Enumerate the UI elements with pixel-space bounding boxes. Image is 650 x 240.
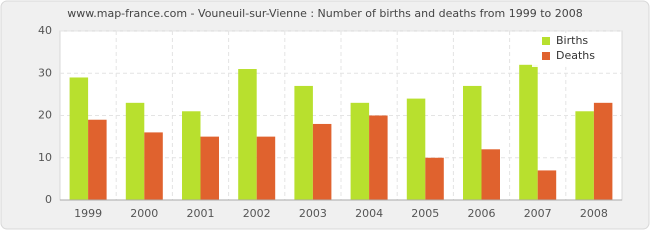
bar: [69, 77, 89, 200]
bar: [481, 149, 500, 200]
bar: [593, 102, 613, 200]
bar: [425, 157, 444, 200]
y-tick-label: 30: [38, 66, 52, 79]
bar: [200, 136, 219, 200]
chart-title: www.map-france.com - Vouneuil-sur-Vienne…: [67, 7, 582, 20]
bar: [125, 102, 145, 200]
bar: [144, 132, 163, 200]
x-tick-label: 2005: [411, 207, 439, 220]
bar: [519, 64, 538, 200]
x-tick-label: 1999: [74, 207, 102, 220]
legend-swatch: [542, 52, 550, 60]
bar: [575, 111, 594, 200]
legend-swatch: [542, 37, 550, 45]
bar: [537, 170, 557, 200]
x-tick-label: 2007: [524, 207, 552, 220]
x-tick-label: 2003: [299, 207, 327, 220]
y-tick-label: 40: [38, 24, 52, 37]
bar: [88, 119, 107, 200]
x-tick-label: 2004: [355, 207, 383, 220]
bar: [406, 98, 426, 200]
bar: [350, 102, 370, 200]
x-tick-label: 2000: [130, 207, 158, 220]
x-tick-label: 2002: [243, 207, 271, 220]
legend-label: Births: [556, 34, 588, 47]
bar: [256, 136, 276, 200]
x-tick-label: 2006: [468, 207, 496, 220]
y-tick-label: 10: [38, 151, 52, 164]
y-tick-label: 20: [38, 109, 52, 122]
bar: [182, 111, 201, 200]
bar: [369, 115, 388, 200]
chart: www.map-france.com - Vouneuil-sur-Vienne…: [0, 0, 650, 230]
bar: [238, 69, 257, 201]
y-tick-label: 0: [45, 193, 52, 206]
x-tick-label: 2001: [187, 207, 215, 220]
bar: [463, 85, 482, 200]
x-tick-label: 2008: [580, 207, 608, 220]
bar: [312, 123, 332, 200]
bar: [294, 85, 313, 200]
legend-label: Deaths: [556, 49, 595, 62]
